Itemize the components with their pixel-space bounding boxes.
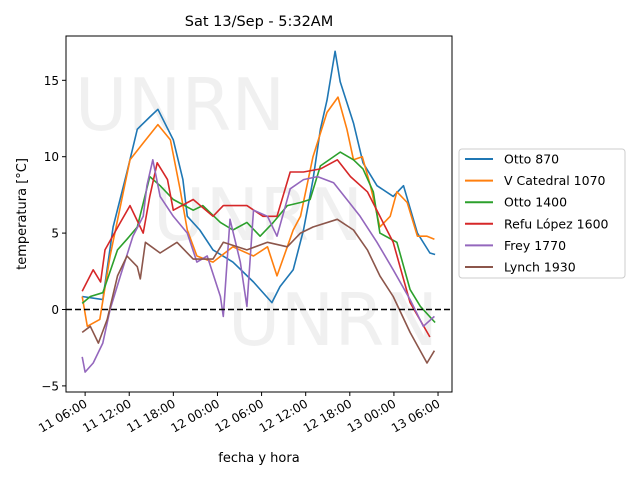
legend-item: Otto 870 <box>465 152 559 167</box>
y-axis: −5 0 5 10 15 <box>41 74 66 393</box>
legend-item: V Catedral 1070 <box>465 173 606 188</box>
legend-label: Otto 1400 <box>504 195 567 210</box>
chart-title: Sat 13/Sep - 5:32AM <box>185 14 334 30</box>
legend-item: Frey 1770 <box>465 238 566 253</box>
y-tick-label: 10 <box>44 150 59 164</box>
series-line-otto-870 <box>82 50 436 304</box>
legend-label: Lynch 1930 <box>504 260 576 275</box>
y-tick-label: 15 <box>44 74 59 88</box>
legend: Otto 870 V Catedral 1070 Otto 1400 Refu Lóp… <box>458 148 626 279</box>
legend-item: Otto 1400 <box>465 195 567 210</box>
x-axis-label: fecha y hora <box>218 451 299 466</box>
legend-item: Refu López 1600 <box>465 216 609 231</box>
y-tick-label: 5 <box>51 227 59 241</box>
series-line-lynch-1930 <box>81 218 436 364</box>
y-tick-label: 0 <box>51 303 59 317</box>
axes-frame <box>65 35 453 393</box>
legend-label: Refu López 1600 <box>504 216 609 231</box>
legend-label: Otto 870 <box>504 152 559 167</box>
plot-area <box>66 50 452 373</box>
legend-label: V Catedral 1070 <box>504 173 606 188</box>
y-axis-label: temperatura [°C] <box>15 158 30 270</box>
series-line-refu-l-pez-1600 <box>81 159 431 338</box>
legend-label: Frey 1770 <box>504 238 566 253</box>
legend-item: Lynch 1930 <box>465 260 576 275</box>
y-tick-label: −5 <box>41 379 59 393</box>
legend-box <box>458 148 626 279</box>
series-line-otto-1400 <box>81 151 436 324</box>
watermark-text: UNRN <box>75 63 285 147</box>
